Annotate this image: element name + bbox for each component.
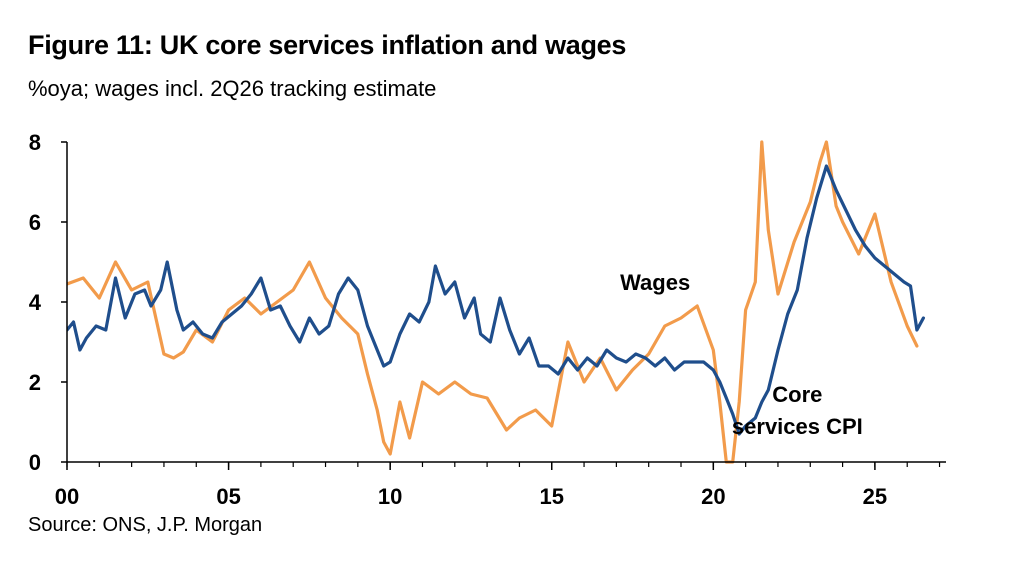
x-tick-label: 00 [55,484,79,509]
source-note: Source: ONS, J.P. Morgan [28,514,263,536]
y-tick-label: 2 [29,370,41,395]
series-layer [67,140,926,464]
series-labels: Wages Core services CPI [620,270,863,439]
y-tick-label: 6 [29,210,41,235]
y-tick-label: 8 [29,130,41,155]
series-line-wages [67,140,919,464]
chart-title: Figure 11: UK core services inflation an… [28,30,627,60]
series-line-core-services-cpi [67,164,926,436]
x-tick-label: 25 [863,484,887,509]
chart-subtitle: %oya; wages incl. 2Q26 tracking estimate [28,76,437,101]
core-services-cpi-label: Core services CPI [732,382,863,439]
wages-label: Wages [620,270,690,295]
y-tick-label: 0 [29,450,41,475]
x-tick-label: 15 [540,484,564,509]
x-tick-label: 20 [701,484,725,509]
x-tick-label: 10 [378,484,402,509]
x-tick-label: 05 [216,484,240,509]
axes: 0 2 4 6 8 00 05 10 15 20 25 [29,130,946,509]
y-tick-label: 4 [29,290,42,315]
